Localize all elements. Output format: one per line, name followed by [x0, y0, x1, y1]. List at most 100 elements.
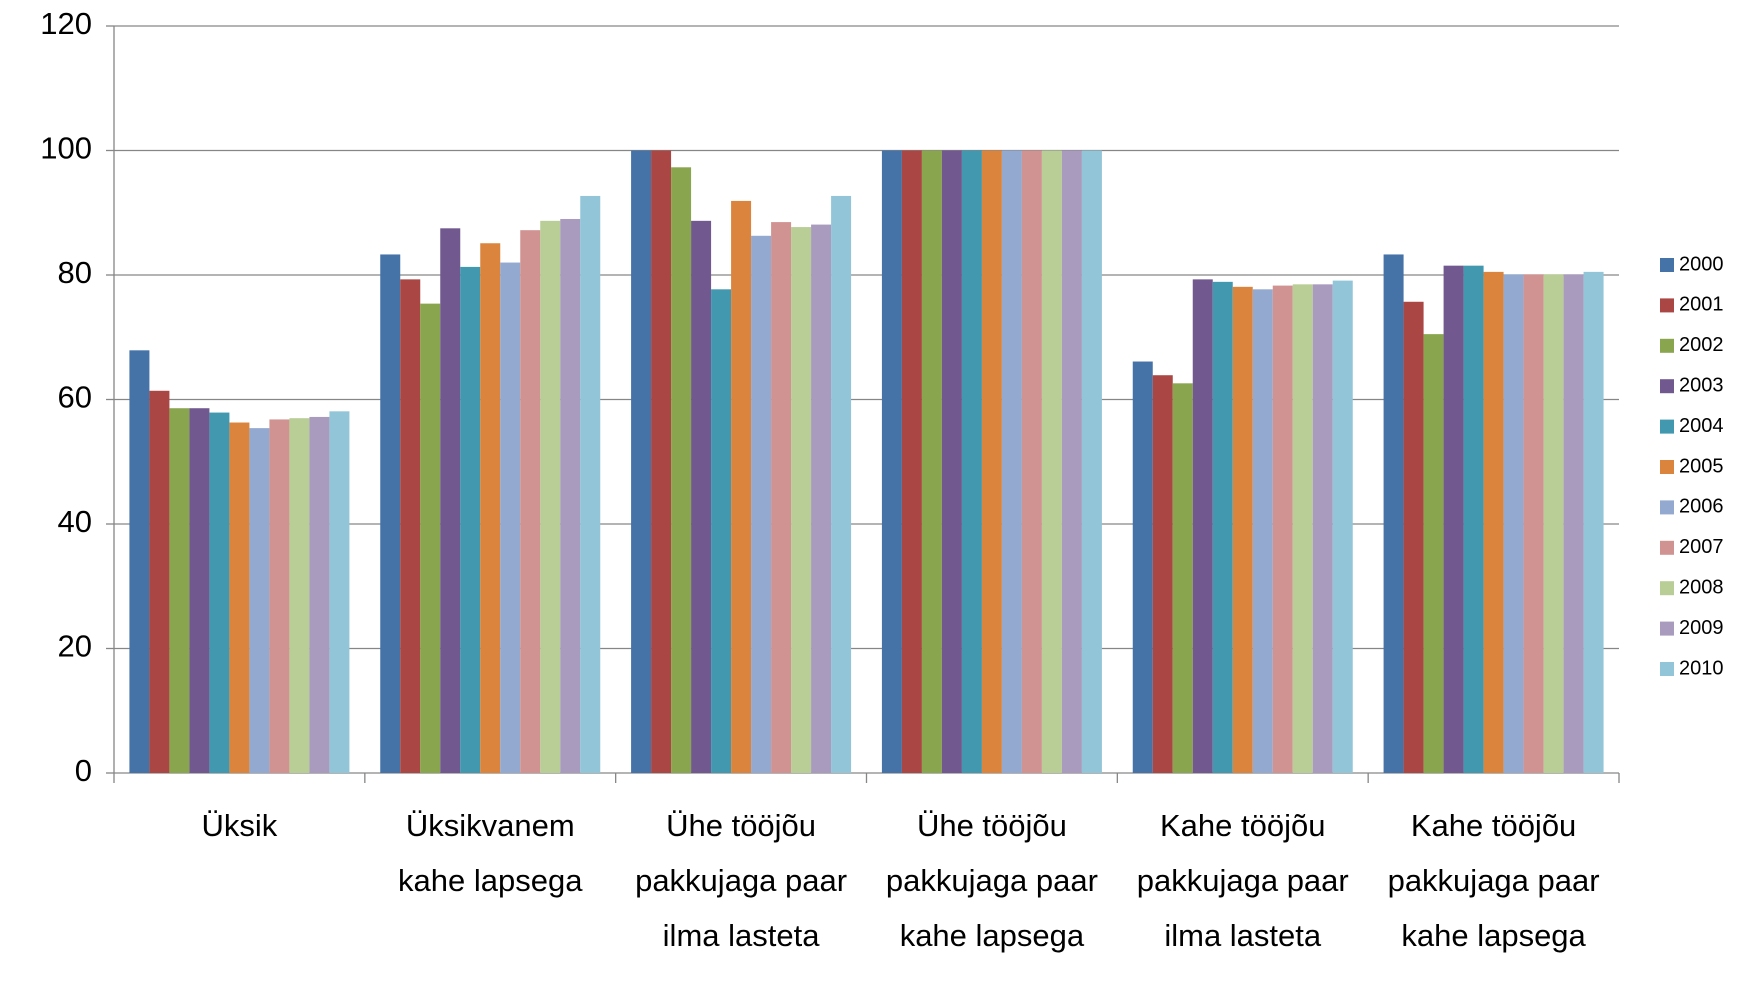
bar	[400, 279, 421, 773]
label-line: ilma lasteta	[663, 918, 821, 953]
bar	[1192, 279, 1213, 773]
legend-label: 2005	[1679, 455, 1724, 477]
bar	[961, 150, 982, 773]
bar	[811, 224, 832, 773]
bar	[1383, 254, 1404, 773]
y-tick-label: 120	[40, 6, 92, 41]
bar	[169, 408, 190, 773]
legend-label: 2004	[1679, 415, 1724, 437]
bar	[129, 350, 150, 773]
bar	[1543, 274, 1564, 773]
bar	[981, 150, 1002, 773]
label-line: pakkujaga paar	[635, 863, 847, 898]
bar	[1292, 284, 1313, 773]
legend-swatch	[1660, 419, 1674, 434]
bar	[580, 195, 601, 773]
legend-label: 2001	[1679, 294, 1724, 316]
label-line: Kahe tööjõu	[1411, 808, 1576, 843]
y-tick-label: 60	[58, 380, 92, 415]
bar	[149, 390, 170, 773]
legend-label: 2002	[1679, 334, 1724, 356]
bar	[671, 167, 692, 773]
y-tick-label: 40	[58, 504, 92, 539]
bar	[881, 150, 902, 773]
bar	[1212, 281, 1233, 773]
bar	[1443, 265, 1464, 773]
label-line: pakkujaga paar	[1388, 863, 1600, 898]
bar	[540, 220, 561, 773]
legend-label: 2007	[1679, 536, 1724, 558]
label-line: Ühe tööjõu	[666, 808, 816, 843]
bar	[751, 235, 772, 774]
label-line: Üksikvanem	[406, 808, 575, 843]
x-tick-label: Ühe tööjõu pakkujaga paar kahe lapsega	[886, 808, 1098, 953]
bar	[460, 266, 481, 773]
label-line: ilma lasteta	[1164, 918, 1322, 953]
bar	[1232, 286, 1253, 773]
legend-swatch	[1660, 338, 1674, 353]
bar	[831, 195, 852, 773]
bar	[269, 419, 290, 773]
bar	[500, 262, 521, 773]
label-line: kahe lapsega	[1401, 918, 1586, 953]
x-tick-label: Kahe tööjõu pakkujaga paar kahe lapsega	[1388, 808, 1600, 953]
bar	[480, 243, 501, 773]
legend-swatch	[1660, 662, 1674, 676]
x-tick-label: Üksik	[202, 808, 278, 843]
bar	[560, 218, 581, 774]
bar	[189, 408, 210, 773]
bar	[1132, 361, 1153, 773]
bar	[711, 289, 732, 773]
bar	[1523, 274, 1544, 773]
y-tick-label: 80	[58, 255, 92, 290]
legend-swatch	[1660, 298, 1674, 313]
bar	[921, 150, 942, 773]
bar	[1583, 271, 1604, 773]
label-line: kahe lapsega	[398, 863, 583, 898]
bar	[901, 150, 922, 773]
x-tick-label: Kahe tööjõu pakkujaga paar ilma lasteta	[1137, 808, 1349, 953]
bar	[289, 418, 310, 773]
bar	[249, 428, 270, 773]
legend-swatch	[1660, 460, 1674, 474]
y-tick-label: 20	[58, 629, 92, 664]
legend-swatch	[1660, 540, 1674, 555]
bar	[420, 303, 441, 773]
x-tick-label: Ühe tööjõu pakkujaga paar ilma lasteta	[635, 808, 847, 953]
bar	[941, 150, 962, 773]
bar	[1001, 150, 1022, 773]
legend-label: 2009	[1679, 617, 1724, 639]
legend-label: 2003	[1679, 374, 1724, 396]
bar	[1563, 274, 1584, 773]
bar	[791, 227, 812, 773]
label-line: pakkujaga paar	[886, 863, 1098, 898]
bar	[380, 254, 401, 773]
bar	[209, 412, 230, 773]
bar	[1272, 285, 1293, 773]
bar	[229, 422, 250, 773]
bar	[520, 230, 541, 773]
label-line: pakkujaga paar	[1137, 863, 1349, 898]
bar	[1312, 284, 1333, 773]
bar	[1041, 150, 1062, 773]
legend-label: 2010	[1679, 657, 1724, 679]
legend-label: 2008	[1679, 576, 1724, 598]
bar	[651, 150, 672, 773]
legend-swatch	[1660, 258, 1674, 272]
y-tick-label: 100	[40, 131, 92, 166]
legend-swatch	[1660, 500, 1674, 515]
bar	[731, 200, 752, 774]
legend-label: 2006	[1679, 496, 1724, 518]
bar	[440, 228, 461, 773]
bar	[1081, 150, 1102, 773]
bar	[1483, 271, 1504, 773]
bar	[1463, 265, 1484, 773]
bar	[1503, 274, 1524, 773]
bar	[1021, 150, 1042, 773]
y-tick-label: 0	[75, 753, 92, 788]
bar	[1403, 301, 1424, 773]
bar	[631, 150, 652, 773]
bar	[1423, 334, 1444, 773]
legend-swatch	[1660, 581, 1674, 596]
